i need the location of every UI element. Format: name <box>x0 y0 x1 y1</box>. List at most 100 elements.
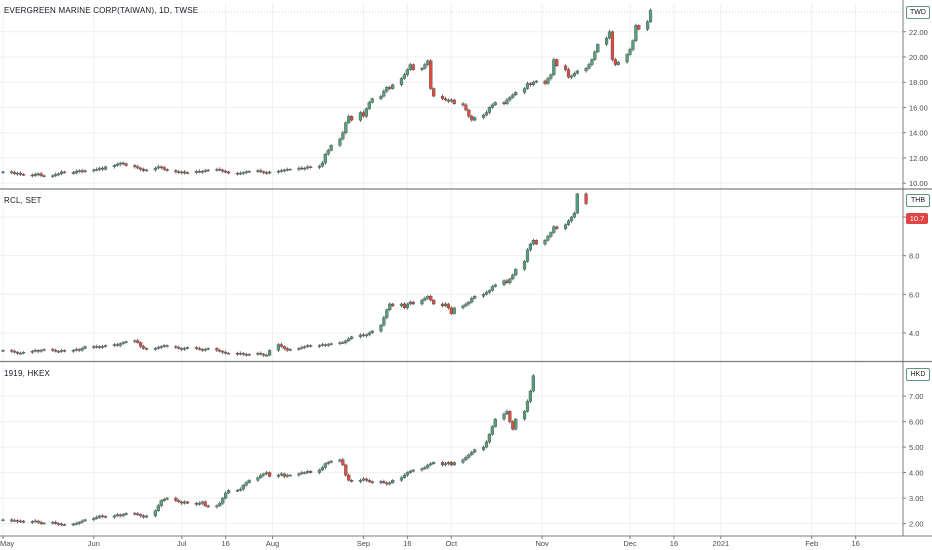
candle <box>247 353 251 357</box>
candle <box>546 76 550 85</box>
candle <box>115 162 119 167</box>
candle-body <box>10 171 14 174</box>
candle-body <box>467 109 471 117</box>
candle-body <box>118 343 122 346</box>
candle <box>276 169 281 174</box>
candle <box>420 467 424 472</box>
candle <box>174 496 178 503</box>
candle <box>165 497 169 501</box>
candle <box>136 164 140 170</box>
candle-body <box>13 520 17 522</box>
candle <box>347 114 351 125</box>
candle-body <box>227 171 231 174</box>
candle <box>218 167 222 172</box>
candle <box>162 343 166 348</box>
candle <box>244 170 248 175</box>
candle <box>224 169 228 174</box>
candle-body <box>276 474 281 477</box>
candle-body <box>502 102 506 104</box>
candle <box>200 500 204 506</box>
candle-body <box>92 169 96 172</box>
candle-body <box>405 69 409 75</box>
candle <box>10 348 14 353</box>
candle-body <box>194 347 198 349</box>
candle <box>426 463 430 470</box>
candle <box>528 389 532 404</box>
candle-body <box>77 170 81 172</box>
candle <box>218 348 222 353</box>
candle-body <box>268 472 272 477</box>
candle <box>566 219 571 226</box>
candle <box>575 69 579 75</box>
candle-body <box>62 524 67 526</box>
candle <box>121 161 125 166</box>
candle-body <box>153 510 157 517</box>
candle <box>162 165 166 171</box>
candle <box>590 58 594 67</box>
candle-body <box>426 464 430 468</box>
candle-body <box>262 473 266 476</box>
candle <box>177 169 181 174</box>
candle-body <box>449 99 453 102</box>
candle-body <box>487 290 491 293</box>
candle-body <box>194 171 198 173</box>
candle-body <box>575 70 579 74</box>
candle <box>347 473 351 482</box>
candle <box>326 460 330 466</box>
candle-body <box>379 95 383 99</box>
candle <box>156 503 160 513</box>
candle-body <box>159 166 163 169</box>
candle-body <box>203 170 207 172</box>
candle-body <box>221 169 225 172</box>
candle <box>262 352 266 358</box>
candle <box>197 169 201 174</box>
pane-title-rcl-set: RCL, SET <box>4 196 42 205</box>
candle <box>306 343 310 348</box>
candle <box>467 453 471 460</box>
candle-body <box>306 345 310 347</box>
candle <box>443 96 448 102</box>
candle <box>358 333 363 339</box>
candle <box>224 491 228 500</box>
candle <box>613 57 617 67</box>
candle-body <box>156 166 160 169</box>
candle-body <box>361 334 365 337</box>
candle-body <box>10 519 14 522</box>
candle <box>36 349 40 354</box>
candle <box>385 308 389 320</box>
candle <box>21 519 26 524</box>
candle <box>144 168 149 172</box>
candle-body <box>256 477 260 481</box>
candle-body <box>241 353 245 355</box>
candle <box>329 460 333 464</box>
candle <box>648 8 653 23</box>
candle-body <box>124 341 128 343</box>
candle-body <box>514 418 518 430</box>
candle <box>440 302 445 308</box>
candle-body <box>60 171 64 174</box>
candle <box>259 351 263 356</box>
candle <box>74 521 78 526</box>
candle <box>402 302 407 310</box>
candle <box>531 238 535 246</box>
candle <box>452 306 456 315</box>
candle-body <box>391 303 395 307</box>
candle <box>303 471 307 475</box>
candle <box>317 344 322 349</box>
candle-body <box>235 172 239 175</box>
candle-body <box>51 175 55 177</box>
candle-body <box>344 122 348 133</box>
candle-body <box>464 303 468 307</box>
candle <box>429 294 433 302</box>
candle <box>80 168 84 174</box>
candle-body <box>112 344 116 346</box>
candle <box>153 346 157 352</box>
candle <box>367 331 371 337</box>
candle <box>423 465 427 470</box>
candle-body <box>92 346 96 348</box>
candle <box>92 168 96 173</box>
candle-body <box>162 345 166 347</box>
candle-body <box>481 446 486 450</box>
candle <box>429 462 433 467</box>
